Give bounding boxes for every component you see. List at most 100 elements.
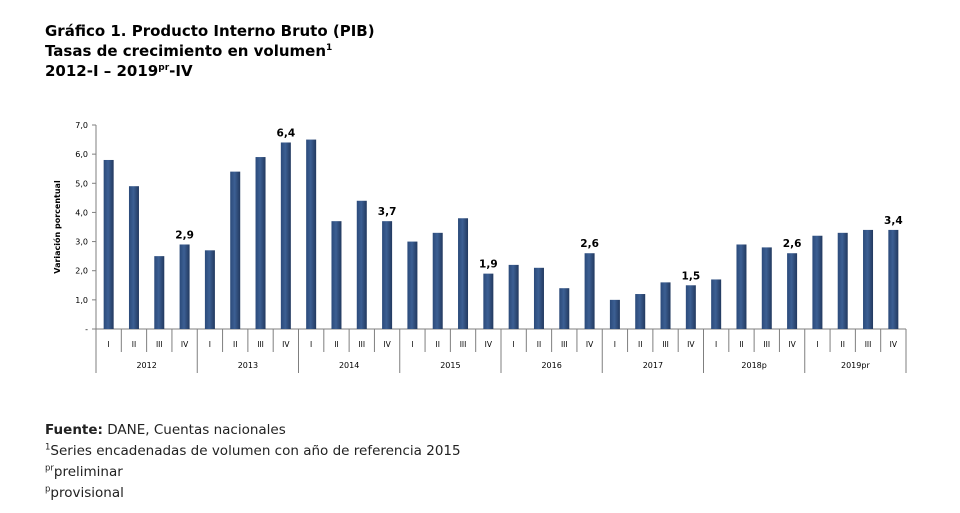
- bar-chart: - 1,0 2,0 3,0 4,0 5,0 6,0 7,0 Variación porcentu…: [52, 121, 907, 373]
- source-text: DANE, Cuentas nacionales: [102, 422, 286, 438]
- quarter-label: III: [865, 340, 872, 349]
- source-label: Fuente:: [45, 422, 103, 438]
- bar: [230, 171, 241, 329]
- y-tick-label: 2,0: [75, 267, 88, 276]
- bar: [508, 264, 519, 329]
- chart-subtitle-note: 1: [326, 43, 333, 53]
- quarter-label: II: [132, 340, 136, 349]
- quarter-label: II: [638, 340, 642, 349]
- quarter-label: I: [816, 340, 818, 349]
- note-preliminar: prpreliminar: [45, 462, 461, 483]
- note-provisional-mark: p: [45, 484, 51, 495]
- period-sup: pr: [158, 63, 170, 73]
- quarter-label: IV: [181, 340, 189, 349]
- period-end: -IV: [169, 62, 193, 80]
- year-label: 2016: [541, 361, 561, 370]
- bar: [660, 282, 671, 329]
- bar: [685, 285, 696, 329]
- quarter-label: III: [662, 340, 669, 349]
- bar: [761, 247, 772, 329]
- quarter-label: III: [156, 340, 163, 349]
- quarter-label: I: [108, 340, 110, 349]
- quarter-label: III: [257, 340, 264, 349]
- note-preliminar-mark: pr: [45, 463, 54, 474]
- bar: [179, 244, 190, 329]
- bar: [103, 159, 114, 329]
- bar: [584, 253, 595, 329]
- quarter-label: I: [411, 340, 413, 349]
- quarter-label: IV: [586, 340, 594, 349]
- quarter-label: IV: [383, 340, 391, 349]
- data-label: 1,9: [479, 259, 498, 271]
- data-label: 1,5: [682, 270, 701, 282]
- quarter-label: IV: [890, 340, 898, 349]
- bar: [888, 229, 899, 329]
- year-label: 2015: [440, 361, 460, 370]
- bar: [432, 232, 443, 329]
- quarter-label: II: [739, 340, 743, 349]
- bar: [154, 256, 165, 329]
- period-start: 2012-I – 2019: [45, 62, 159, 80]
- y-tick-label: 5,0: [75, 179, 88, 188]
- quarter-label: III: [561, 340, 568, 349]
- bar: [559, 288, 570, 329]
- quarter-label: II: [233, 340, 237, 349]
- quarter-label: II: [537, 340, 541, 349]
- quarter-label: I: [513, 340, 515, 349]
- bar: [609, 299, 620, 329]
- bar: [255, 157, 266, 329]
- y-tick-label: -: [85, 325, 88, 334]
- quarter-label: III: [763, 340, 770, 349]
- quarter-label: I: [614, 340, 616, 349]
- y-tick-label: 7,0: [75, 121, 88, 130]
- quarter-label: I: [209, 340, 211, 349]
- bar: [635, 294, 646, 329]
- bar: [736, 244, 747, 329]
- bar: [812, 235, 823, 329]
- year-label: 2019pr: [841, 361, 870, 370]
- note-series: 1Series encadenadas de volumen con año d…: [45, 441, 461, 462]
- year-label: 2018p: [741, 361, 766, 370]
- note-preliminar-text: preliminar: [53, 464, 123, 480]
- bar: [306, 139, 317, 329]
- bar: [458, 218, 469, 329]
- bar: [128, 186, 139, 329]
- bar: [837, 232, 848, 329]
- source-notes: Fuente: DANE, Cuentas nacionales 1Series…: [45, 420, 461, 504]
- bar: [382, 221, 393, 329]
- source-line: Fuente: DANE, Cuentas nacionales: [45, 420, 461, 441]
- data-label: 2,6: [580, 238, 599, 250]
- year-label: 2014: [339, 361, 359, 370]
- bar: [204, 250, 215, 329]
- chart-subtitle: Tasas de crecimiento en volumen1: [45, 41, 375, 61]
- quarter-label: II: [841, 340, 845, 349]
- quarter-label: II: [334, 340, 338, 349]
- y-tick-label: 6,0: [75, 150, 88, 159]
- note-provisional: pprovisional: [45, 483, 461, 504]
- data-label: 3,7: [378, 206, 397, 218]
- quarter-label: III: [460, 340, 467, 349]
- bar: [787, 253, 798, 329]
- chart-title-block: Gráfico 1. Producto Interno Bruto (PIB) …: [45, 21, 375, 81]
- quarter-label: III: [358, 340, 365, 349]
- chart-title: Gráfico 1. Producto Interno Bruto (PIB): [45, 22, 375, 40]
- bar: [483, 273, 494, 329]
- year-label: 2017: [643, 361, 663, 370]
- chart-period: 2012-I – 2019pr-IV: [45, 61, 375, 81]
- quarter-label: I: [310, 340, 312, 349]
- y-axis-title: Variación porcentual: [52, 180, 62, 274]
- data-label: 2,9: [175, 229, 194, 241]
- bar: [331, 221, 342, 329]
- quarter-label: IV: [687, 340, 695, 349]
- bar: [863, 229, 874, 329]
- quarter-label: IV: [788, 340, 796, 349]
- data-label: 6,4: [277, 127, 296, 139]
- chart-subtitle-text: Tasas de crecimiento en volumen: [45, 42, 327, 60]
- quarter-label: IV: [485, 340, 493, 349]
- y-tick-label: 3,0: [75, 238, 88, 247]
- quarter-label: II: [436, 340, 440, 349]
- note-series-text: Series encadenadas de volumen con año de…: [50, 443, 461, 459]
- bar: [533, 267, 544, 329]
- quarter-label: IV: [282, 340, 290, 349]
- data-label: 2,6: [783, 238, 802, 250]
